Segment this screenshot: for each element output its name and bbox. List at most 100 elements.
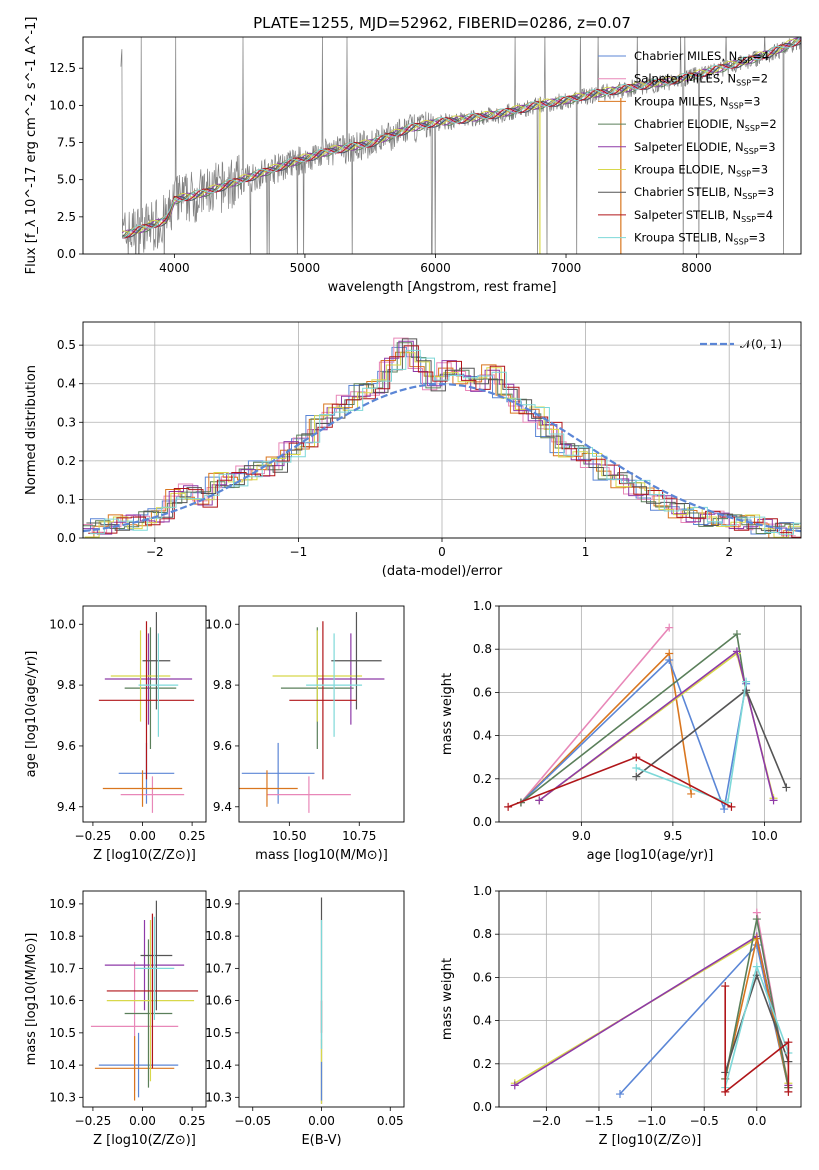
normal-curve: [83, 382, 801, 533]
y-axis-label: age [log10(age/yr)]: [24, 651, 39, 778]
x-tick-label: −1: [290, 545, 308, 559]
series-marker-chabrier-miles: [720, 805, 729, 814]
x-tick-label: 0: [438, 545, 446, 559]
plot-area: [83, 337, 801, 538]
legend-nssp-value: =3: [751, 163, 768, 177]
x-axis-label: mass [log10(M/M⊙)]: [255, 848, 388, 863]
x-tick-label: 0.00: [308, 1114, 335, 1128]
legend-nssp-prefix: , N: [720, 163, 736, 177]
legend-label-kroupa-elodie: Kroupa ELODIE, NSSP=3: [634, 163, 768, 179]
legend-nssp-subscript: SSP: [734, 238, 749, 247]
x-tick-label: −2.0: [532, 1114, 561, 1128]
legend-nssp-subscript: SSP: [736, 79, 751, 88]
x-tick-label: 5000: [290, 261, 321, 275]
histogram-step-kroupa-miles: [83, 351, 798, 538]
series-line-salpeter-stelib: [724, 986, 790, 1094]
series-marker-kroupa-stelib: [752, 962, 761, 971]
y-tick-label: 0.4: [473, 729, 492, 743]
series-marker-salpeter-elodie: [769, 796, 778, 805]
histogram-step-salpeter-elodie: [83, 340, 801, 538]
legend-nssp-value: =4: [752, 49, 769, 63]
x-tick-label: 7000: [551, 261, 582, 275]
y-tick-label: 10.5: [205, 1026, 232, 1040]
series-marker-chabrier-miles: [616, 1090, 625, 1099]
y-tick-label: 0.6: [473, 970, 492, 984]
model-line-kroupa-stelib: [121, 37, 801, 239]
plot-area: [120, 37, 801, 254]
legend-model-name: Salpeter ELODIE: [634, 140, 728, 154]
legend-nssp-value: =2: [751, 72, 768, 86]
series-marker-salpeter-elodie: [510, 1081, 519, 1090]
legend-nssp-value: =3: [759, 140, 776, 154]
model-line-chabrier-elodie: [121, 37, 801, 238]
y-tick-label: 0.1: [57, 492, 76, 506]
axes-frame: [82, 605, 207, 823]
y-tick-label: 10.8: [205, 929, 232, 943]
axes-frame: [238, 605, 405, 823]
model-line-salpeter-stelib: [122, 39, 801, 239]
axes-frame: [498, 605, 802, 823]
y-tick-label: 9.4: [57, 800, 76, 814]
y-tick-label: 10.0: [49, 98, 76, 112]
panel-mass-weight-vs-Z: −2.0 −1.5 −1.0 −0.5 0.0 0.0 0.2 0.4 0.6 0.8 1.0 Z […: [440, 884, 802, 1148]
legend-model-name: Salpeter MILES: [634, 72, 720, 86]
series-marker-chabrier-miles: [665, 656, 674, 664]
figure-title: PLATE=1255, MJD=52962, FIBERID=0286, z=0…: [253, 14, 631, 32]
y-axis-label: Normed distribution: [24, 365, 39, 495]
series-marker-salpeter-elodie: [535, 796, 544, 805]
plot-area: [98, 612, 195, 813]
legend-nssp-prefix: , N: [729, 117, 745, 131]
plot-area: [504, 623, 791, 814]
x-axis-label: Z [log10(Z/Z⊙)]: [93, 1133, 196, 1148]
y-tick-label: 0.3: [57, 415, 76, 429]
x-tick-label: 0.05: [377, 1114, 404, 1128]
x-axis-label: (data-model)/error: [382, 564, 503, 579]
y-tick-label: 0.0: [473, 815, 492, 829]
y-tick-label: 9.4: [213, 800, 232, 814]
histogram-step-salpeter-stelib: [88, 345, 801, 538]
axes-frame: [238, 890, 405, 1108]
axes-frame: [82, 321, 802, 539]
x-tick-label: 0.25: [179, 1114, 206, 1128]
x-tick-label: 6000: [420, 261, 451, 275]
series-marker-salpeter-stelib: [504, 802, 513, 811]
legend-nssp-prefix: , N: [725, 208, 741, 222]
legend-nssp-prefix: , N: [726, 185, 742, 199]
y-tick-label: 10.0: [205, 617, 232, 631]
series-line-kroupa-miles: [520, 651, 692, 804]
series-marker-kroupa-miles: [687, 789, 696, 798]
plot-area: [239, 612, 385, 813]
y-tick-label: 0.8: [473, 927, 492, 941]
series-line-chabrier-miles: [520, 658, 747, 813]
x-axis-label: Z [log10(Z/Z⊙)]: [93, 848, 196, 863]
legend-nssp-subscript: SSP: [741, 215, 756, 224]
y-tick-label: 10.7: [205, 961, 232, 975]
legend-label-chabrier-miles: Chabrier MILES, NSSP=4: [634, 49, 769, 65]
legend-model-name: Chabrier MILES: [634, 49, 721, 63]
x-axis-label: wavelength [Angstrom, rest frame]: [328, 280, 557, 295]
y-tick-label: 0.0: [57, 247, 76, 261]
legend-label-kroupa-miles: Kroupa MILES, NSSP=3: [634, 94, 761, 110]
y-tick-label: 9.8: [213, 678, 232, 692]
y-tick-label: 5.0: [57, 173, 76, 187]
y-tick-label: 0.5: [57, 338, 76, 352]
series-marker-salpeter-stelib: [721, 982, 730, 991]
x-tick-label: −0.5: [690, 1114, 719, 1128]
legend-label-salpeter-elodie: Salpeter ELODIE, NSSP=3: [634, 140, 776, 156]
histogram-step-kroupa-elodie: [84, 352, 801, 538]
y-tick-label: 12.5: [49, 61, 76, 75]
series-marker-kroupa-stelib: [742, 677, 751, 686]
y-tick-label: 0.8: [473, 642, 492, 656]
legend-nssp-subscript: SSP: [729, 101, 744, 110]
y-tick-label: 7.5: [57, 136, 76, 150]
series-marker-kroupa-miles: [752, 934, 761, 943]
axes-frame: [498, 890, 802, 1108]
x-tick-label: 9.5: [663, 829, 682, 843]
legend-nssp-subscript: SSP: [737, 56, 752, 65]
legend-label-salpeter-miles: Salpeter MILES, NSSP=2: [634, 72, 768, 88]
x-tick-label: −1.5: [584, 1114, 613, 1128]
model-line-salpeter-elodie: [121, 37, 801, 234]
x-tick-label: −0.25: [75, 1114, 112, 1128]
y-tick-label: 0.4: [57, 377, 76, 391]
y-tick-label: 10.0: [49, 617, 76, 631]
